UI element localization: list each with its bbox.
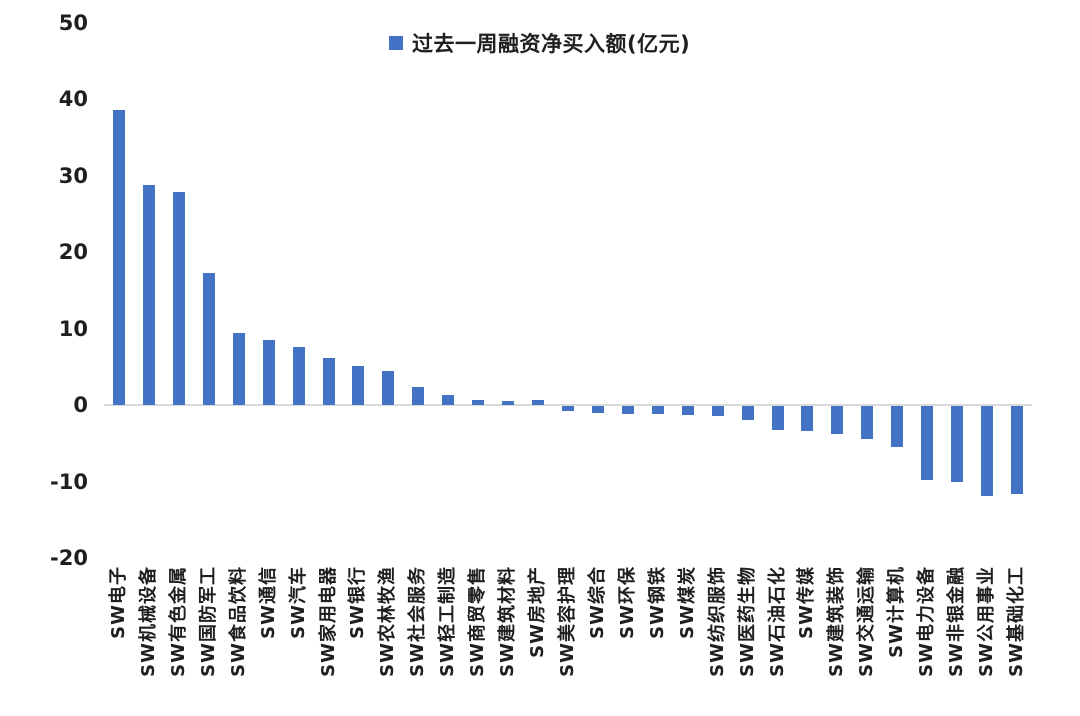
x-axis-category-label: SW石油石化 xyxy=(766,566,788,677)
x-axis-category-label: SW建筑装饰 xyxy=(826,566,848,677)
bar xyxy=(711,406,724,416)
x-axis-category-label: SW公用事业 xyxy=(976,566,998,677)
x-axis-category-label: SW通信 xyxy=(257,566,279,639)
bar xyxy=(562,406,574,412)
bar xyxy=(681,406,694,416)
x-axis-category-label: SW非银金融 xyxy=(946,566,968,677)
bar xyxy=(112,109,125,405)
x-axis-category-label: SW钢铁 xyxy=(646,566,668,639)
bar xyxy=(442,395,455,405)
y-axis-tick-label: 50 xyxy=(58,10,88,35)
x-axis-category-label: SW食品饮料 xyxy=(227,566,249,677)
bar xyxy=(981,406,994,496)
bar xyxy=(382,370,395,405)
bar xyxy=(1011,406,1024,494)
x-axis-category-label: SW机械设备 xyxy=(137,566,159,677)
x-axis-category-label: SW美容护理 xyxy=(557,566,578,677)
x-axis-category-label: SW煤炭 xyxy=(676,566,698,639)
x-axis-category-label: SW传媒 xyxy=(796,566,818,639)
bar xyxy=(322,357,335,405)
bar xyxy=(891,406,904,447)
x-axis-category-label: SW计算机 xyxy=(886,566,908,658)
bar xyxy=(861,406,874,439)
x-axis-category-label: SW纺织服饰 xyxy=(706,566,728,677)
legend: 过去一周融资净买入额(亿元) xyxy=(389,28,690,58)
x-axis-category-label: SW商贸零售 xyxy=(467,566,489,677)
bar xyxy=(741,406,754,420)
zero-gridline xyxy=(104,404,1032,406)
bar xyxy=(292,346,305,405)
x-axis-category-label: SW建筑材料 xyxy=(497,566,519,677)
bar xyxy=(412,386,425,405)
bar xyxy=(202,272,215,405)
bar xyxy=(142,184,155,405)
x-axis-category-label: SW交通运输 xyxy=(856,566,878,677)
bar xyxy=(801,406,814,432)
legend-label: 过去一周融资净买入额(亿元) xyxy=(412,32,691,56)
bar xyxy=(502,401,515,405)
bar xyxy=(172,191,185,405)
x-axis-category-label: SW环保 xyxy=(616,566,638,639)
x-axis-category-label: SW家用电器 xyxy=(317,566,339,677)
x-axis-category-label: SW银行 xyxy=(347,566,369,639)
y-axis-tick-label: 0 xyxy=(73,393,88,417)
bar xyxy=(621,406,634,414)
bar xyxy=(831,406,844,434)
bar xyxy=(951,406,964,482)
bar xyxy=(352,365,365,405)
y-axis-tick-label: 10 xyxy=(58,316,88,341)
x-axis-category-label: SW农林牧渔 xyxy=(377,566,399,677)
bar xyxy=(921,406,934,481)
bar xyxy=(232,333,245,405)
y-axis-tick-label: -10 xyxy=(50,469,88,494)
x-axis-category-label: SW房地产 xyxy=(527,566,549,658)
x-axis-category-label: SW轻工制造 xyxy=(437,566,459,677)
y-axis-tick-label: 30 xyxy=(58,163,88,188)
y-axis-tick-label: 20 xyxy=(58,240,88,264)
x-axis-category-label: SW汽车 xyxy=(287,566,309,639)
bar xyxy=(262,339,275,405)
x-axis-category-label: SW电力设备 xyxy=(916,566,938,677)
x-axis-category-label: SW有色金属 xyxy=(167,566,189,677)
x-axis-category-label: SW电子 xyxy=(107,566,129,639)
x-axis-category-label: SW国防军工 xyxy=(197,566,219,677)
x-axis-category-label: SW综合 xyxy=(586,566,608,639)
legend-swatch-icon xyxy=(389,36,403,50)
bar xyxy=(771,406,784,431)
x-axis-category-label: SW基础化工 xyxy=(1006,566,1028,677)
bar xyxy=(472,399,485,405)
x-axis-category-label: SW社会服务 xyxy=(407,566,429,677)
bar xyxy=(651,406,664,414)
bar xyxy=(532,399,545,405)
x-axis-category-label: SW医药生物 xyxy=(736,566,758,677)
bar xyxy=(591,406,604,413)
y-axis-tick-label: 40 xyxy=(58,87,88,111)
y-axis-tick-label: -20 xyxy=(50,546,88,570)
